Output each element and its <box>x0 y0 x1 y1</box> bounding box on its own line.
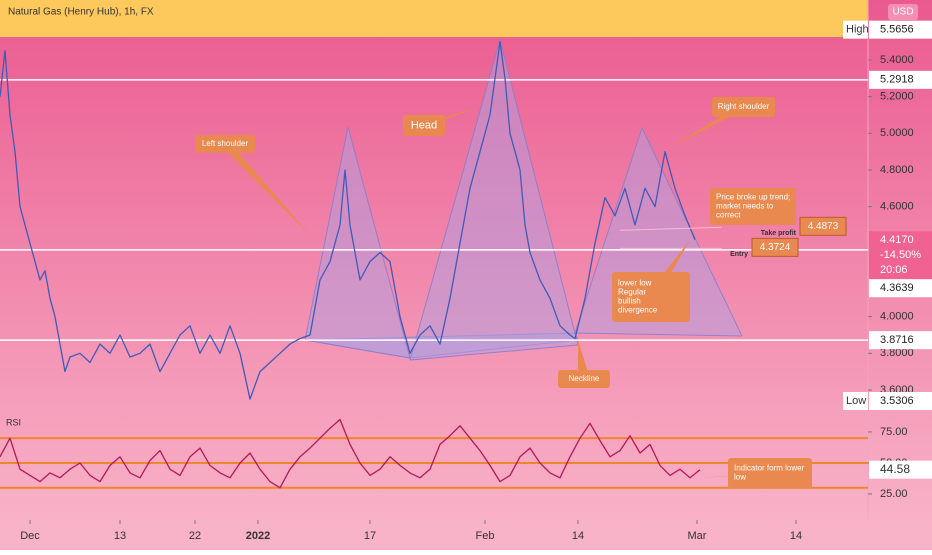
currency-box <box>888 4 918 20</box>
callout-text: Left shoulder <box>202 139 249 148</box>
callout-text: Neckline <box>569 374 600 383</box>
callout-pointer <box>668 107 750 148</box>
callout-pointer <box>219 144 310 235</box>
trade-price-box <box>799 216 847 236</box>
callout-box <box>403 115 445 136</box>
x-tick-label: 2022 <box>246 530 270 542</box>
level-box <box>869 331 932 350</box>
x-tick-label: Dec <box>20 530 40 542</box>
y-tick-label: 4.6000 <box>880 201 914 213</box>
series-line <box>0 418 701 489</box>
callout-box <box>710 188 796 225</box>
x-tick-label: 17 <box>364 530 376 542</box>
y-tick-label: 75.00 <box>880 426 908 438</box>
callout-text: low <box>734 473 746 482</box>
level-label-box <box>843 392 868 410</box>
trade-price-box <box>751 237 799 257</box>
trade-label: Take profit <box>761 230 797 237</box>
callout-text: market needs to <box>716 202 774 211</box>
last-value: 44.58 <box>880 462 910 476</box>
callout-text: Price broke up trend; <box>716 193 790 202</box>
level-box <box>869 20 932 39</box>
x-tick-label: 22 <box>189 530 201 542</box>
callout-box <box>728 458 812 488</box>
y-tick-label: 5.2000 <box>880 91 914 103</box>
y-tick-label: 4.8000 <box>880 164 914 176</box>
x-tick-label: 14 <box>572 530 584 542</box>
level-value: 5.5656 <box>880 24 914 36</box>
level-label: Low <box>846 395 866 407</box>
header-banner <box>0 0 868 37</box>
level-label-box <box>843 20 868 39</box>
callout-text: Indicator form lower <box>734 464 805 473</box>
level-value: 4.3639 <box>880 282 914 294</box>
callout-box <box>612 272 690 322</box>
level-box <box>869 392 932 410</box>
head-shape <box>409 38 579 361</box>
callout-text: Regular <box>618 288 646 297</box>
trade-line <box>619 226 723 231</box>
trade-price: 4.3724 <box>760 242 791 253</box>
callout-text: lower low <box>618 279 652 288</box>
level-value: 20:06 <box>880 264 908 276</box>
callout-pointer <box>578 340 590 379</box>
callout-box <box>195 135 255 153</box>
chart-title: Natural Gas (Henry Hub), 1h, FX <box>8 7 154 18</box>
callout-text: divergence <box>618 306 658 315</box>
callout-box <box>712 97 775 117</box>
callout-text: Head <box>411 119 437 131</box>
y-tick-label: 5.0000 <box>880 127 914 139</box>
currency: USD <box>892 7 913 18</box>
x-tick-label: Feb <box>476 530 495 542</box>
level-value: 4.4170 <box>880 234 914 246</box>
left-shoulder-shape <box>304 126 411 359</box>
x-tick-label: Mar <box>688 530 707 542</box>
callout-text: correct <box>716 211 741 220</box>
y-tick-label: 4.0000 <box>880 311 914 323</box>
last-value-box <box>869 460 932 479</box>
x-tick-label: 14 <box>790 530 802 542</box>
trade-label: Entry <box>730 251 748 258</box>
level-value: 3.8716 <box>880 334 914 346</box>
callout-text: Right shoulder <box>718 102 770 111</box>
level-box <box>869 231 932 280</box>
level-box <box>869 70 932 89</box>
level-value: 5.2918 <box>880 74 914 86</box>
level-value: -14.50% <box>880 249 921 261</box>
x-tick-label: 13 <box>114 530 126 542</box>
series-line <box>0 41 696 400</box>
trade-price: 4.4873 <box>808 221 839 232</box>
y-tick-label: 3.8000 <box>880 347 914 359</box>
callout-text: bullish <box>618 297 641 306</box>
level-value: 3.5306 <box>880 395 914 407</box>
callout-box <box>558 370 610 388</box>
y-tick-label: 25.00 <box>880 488 908 500</box>
x-axis-band <box>0 520 932 550</box>
rsi-title: RSI <box>6 417 21 427</box>
level-box <box>869 279 932 298</box>
y-tick-label: 5.4000 <box>880 54 914 66</box>
level-label: High <box>846 24 869 36</box>
